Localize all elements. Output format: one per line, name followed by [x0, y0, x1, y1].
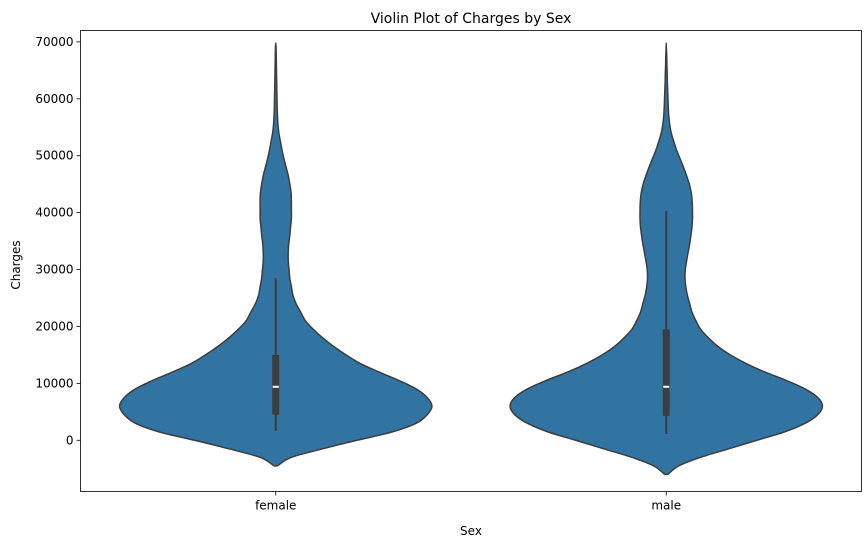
y-tick-label: 20000	[35, 319, 73, 333]
y-tick-label: 0	[66, 433, 74, 447]
violin-female	[118, 42, 433, 467]
y-axis-ticks: 0 10000 20000 30000 40000 50000 60000 70000	[35, 35, 81, 447]
plot-area	[118, 42, 824, 476]
x-tick-label-male: male	[651, 499, 681, 513]
iqr-box-male	[662, 329, 670, 416]
y-tick-label: 10000	[35, 376, 73, 390]
y-tick-label: 70000	[35, 35, 73, 49]
iqr-box-female	[272, 354, 280, 415]
y-tick-label: 40000	[35, 206, 73, 220]
y-tick-label: 30000	[35, 263, 73, 277]
chart-title: Violin Plot of Charges by Sex	[371, 11, 572, 27]
y-axis-label: Charges	[9, 240, 23, 289]
x-tick-label-female: female	[255, 499, 296, 513]
x-axis-ticks: female male	[255, 491, 681, 513]
y-tick-label: 50000	[35, 149, 73, 163]
x-axis-label: Sex	[460, 524, 482, 538]
plot-frame	[80, 30, 862, 492]
y-tick-label: 60000	[35, 92, 73, 106]
